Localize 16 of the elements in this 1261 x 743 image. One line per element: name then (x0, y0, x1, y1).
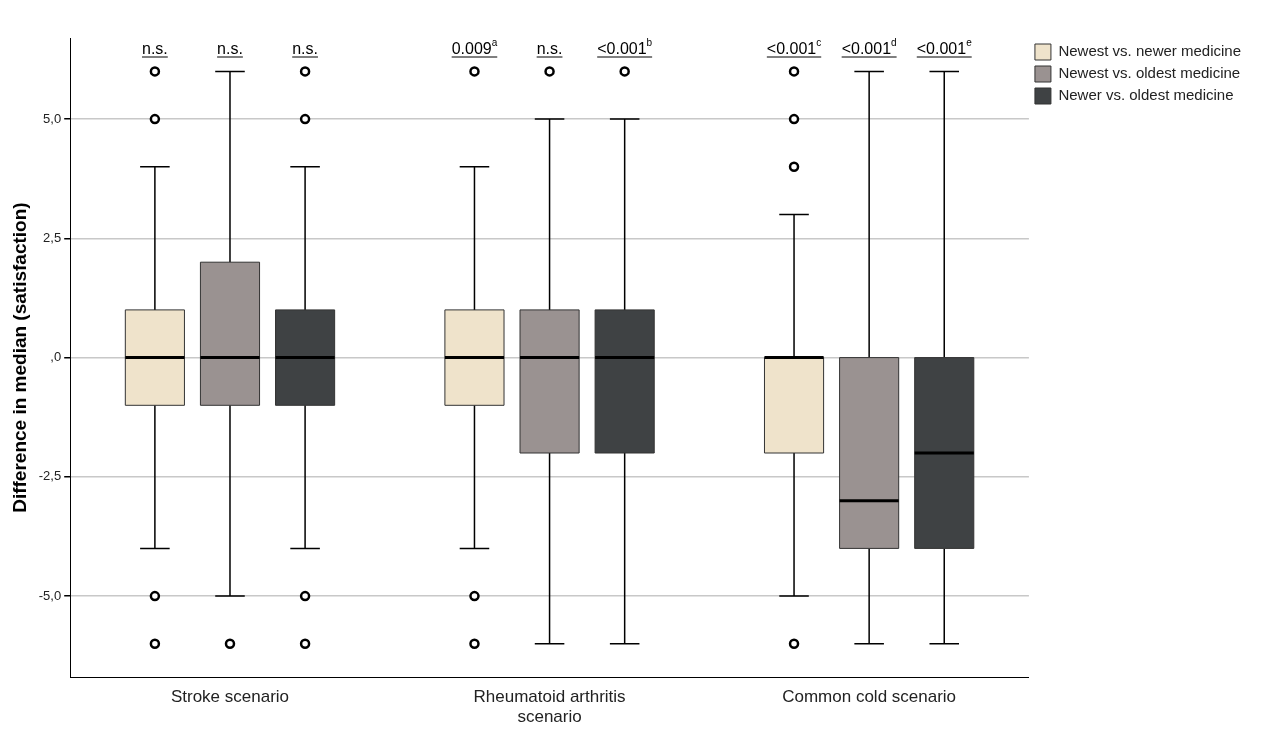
y-tick-label: 5,0 (43, 110, 62, 126)
legend-label: Newer vs. oldest medicine (1058, 86, 1234, 104)
annotation: n.s. (217, 40, 243, 57)
x-tick-label: Stroke scenario (170, 687, 290, 707)
y-tick-label: -5,0 (38, 587, 62, 603)
annotation: n.s. (292, 40, 318, 57)
legend-label: Newest vs. newer medicine (1058, 42, 1242, 60)
annotation: n.s. (141, 40, 168, 57)
y-axis-title: Difference in median (satisfaction) (8, 202, 30, 513)
x-tick-label: Rheumatoid arthritis scenario (473, 687, 626, 727)
x-tick-label: Common cold scenario (782, 687, 957, 707)
y-tick-label: -2,5 (38, 468, 62, 484)
y-tick-label: 2,5 (43, 229, 62, 245)
y-tick-label: ,0 (50, 349, 62, 365)
legend-label: Newest vs. oldest medicine (1058, 64, 1241, 82)
annotation: n.s. (536, 40, 563, 57)
